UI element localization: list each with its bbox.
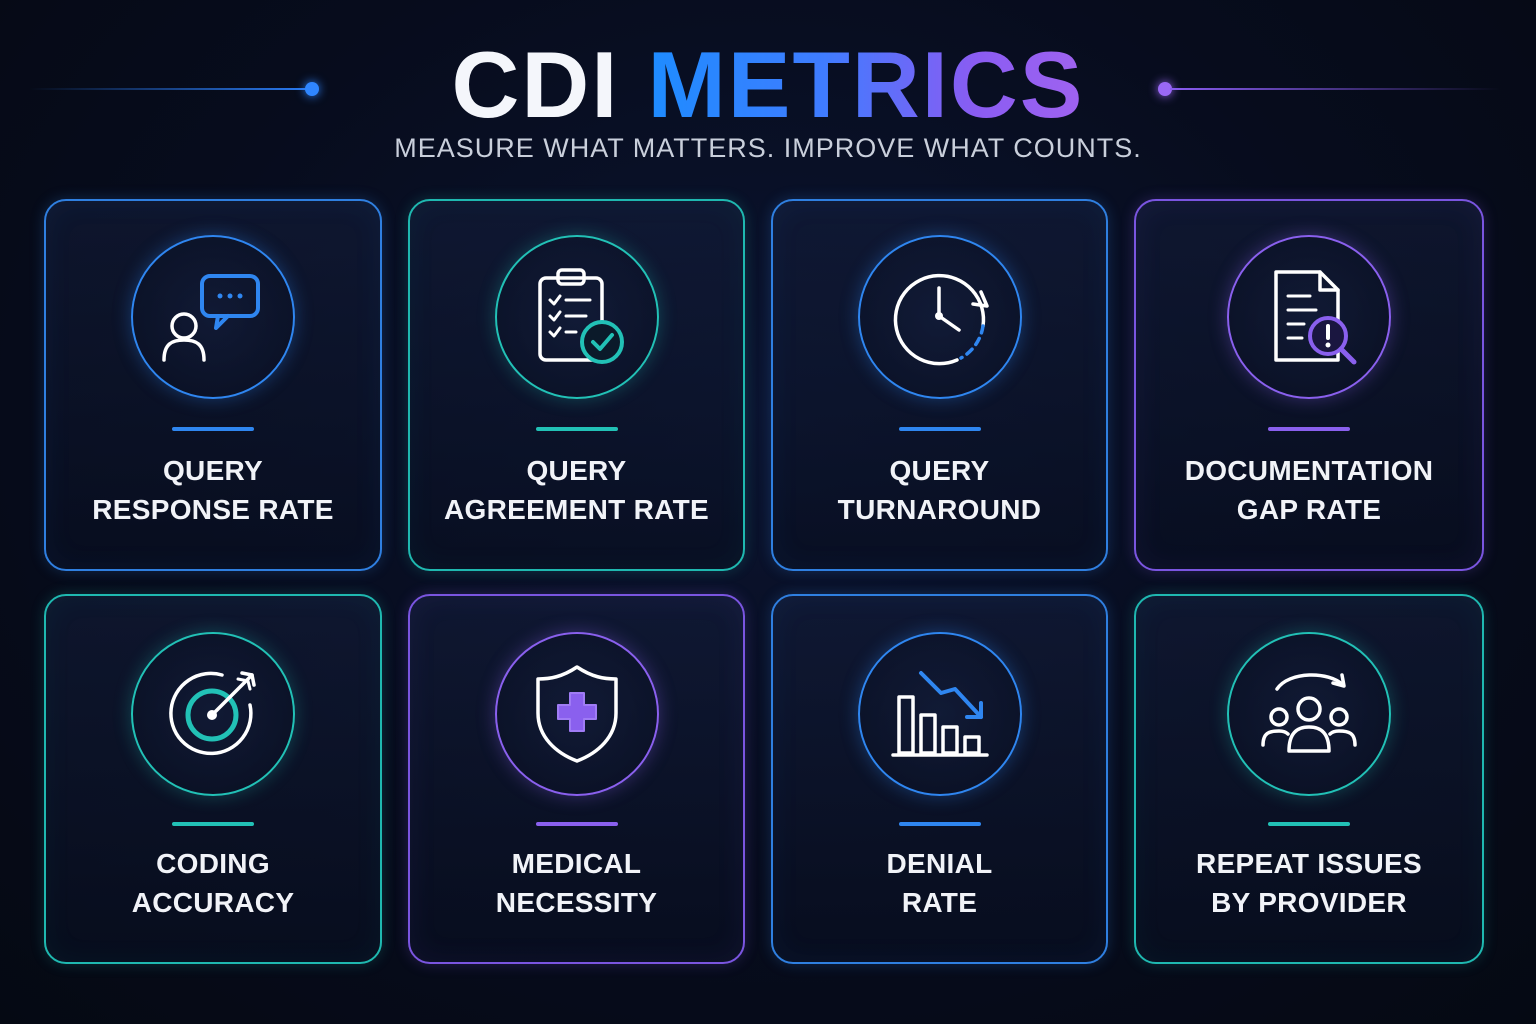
metric-label-line1: CODING (156, 848, 270, 879)
metric-card-query-agreement-rate: QUERY AGREEMENT RATE (408, 199, 745, 571)
icon-circle (494, 632, 659, 796)
metric-label-line2: TURNAROUND (837, 494, 1042, 525)
icon-circle (857, 235, 1022, 399)
target-arrow-icon (169, 671, 256, 756)
metric-label-line2: RESPONSE RATE (92, 494, 334, 525)
accent-bar (898, 822, 981, 826)
title-cdi: CDI (451, 32, 620, 137)
bar-chart-down-icon (890, 671, 989, 757)
metric-label-line1: DOCUMENTATION (1184, 455, 1434, 486)
accent-bar (535, 822, 618, 826)
icon-circle (131, 235, 295, 399)
metric-card-coding-accuracy: CODING ACCURACY (44, 594, 382, 964)
metric-label: CODING ACCURACY (46, 844, 380, 922)
accent-bar (898, 427, 981, 431)
metric-card-documentation-gap-rate: DOCUMENTATION GAP RATE (1134, 199, 1484, 571)
icon-circle (131, 632, 295, 796)
accent-bar (535, 427, 618, 431)
document-search-alert-icon (1274, 270, 1357, 365)
metric-label-line1: QUERY (889, 455, 990, 486)
metric-label: DENIAL RATE (773, 844, 1106, 922)
metric-label: DOCUMENTATION GAP RATE (1136, 451, 1482, 529)
group-repeat-icon (1261, 673, 1357, 753)
clipboard-check-icon (537, 268, 624, 364)
metric-label-line1: QUERY (526, 455, 627, 486)
metric-label-line2: AGREEMENT RATE (443, 494, 710, 525)
icon-circle (1227, 632, 1391, 796)
metric-label-line1: MEDICAL (511, 848, 642, 879)
accent-bar (1268, 822, 1350, 826)
metric-label: QUERY RESPONSE RATE (46, 451, 380, 529)
metric-label: MEDICAL NECESSITY (410, 844, 743, 922)
shield-plus-icon (535, 665, 618, 763)
icon-circle (857, 632, 1022, 796)
metric-card-denial-rate: DENIAL RATE (771, 594, 1108, 964)
page-subtitle: MEASURE WHAT MATTERS. IMPROVE WHAT COUNT… (394, 133, 1142, 163)
accent-bar (172, 427, 254, 431)
metric-label-line2: BY PROVIDER (1211, 887, 1407, 918)
metric-label: REPEAT ISSUES BY PROVIDER (1136, 844, 1482, 922)
accent-bar (1268, 427, 1350, 431)
metric-label-line2: GAP RATE (1236, 494, 1382, 525)
clock-icon (893, 273, 989, 366)
metric-card-repeat-issues-by-provider: REPEAT ISSUES BY PROVIDER (1134, 594, 1484, 964)
metric-card-query-response-rate: QUERY RESPONSE RATE (44, 199, 382, 571)
title-metrics: METRICS (647, 32, 1085, 137)
metric-label-line1: DENIAL (886, 848, 993, 879)
decorative-dot-left (305, 82, 319, 96)
page-title: CDI METRICS (0, 30, 1536, 140)
metric-label-line2: ACCURACY (131, 887, 295, 918)
metric-card-medical-necessity: MEDICAL NECESSITY (408, 594, 745, 964)
metric-label-line2: RATE (901, 887, 978, 918)
header: CDI METRICS MEASURE WHAT MATTERS. IMPROV… (0, 0, 1536, 190)
metric-label-line1: QUERY (162, 455, 264, 486)
chat-person-icon (162, 274, 260, 362)
metric-label: QUERY TURNAROUND (773, 451, 1106, 529)
metric-card-query-turnaround: QUERY TURNAROUND (771, 199, 1108, 571)
accent-bar (172, 822, 254, 826)
icon-circle (494, 235, 659, 399)
metric-label-line2: NECESSITY (495, 887, 658, 918)
decorative-line-left (30, 88, 312, 90)
metric-label: QUERY AGREEMENT RATE (410, 451, 743, 529)
decorative-dot-right (1158, 82, 1172, 96)
decorative-line-right (1170, 88, 1500, 90)
icon-circle (1227, 235, 1391, 399)
metric-label-line1: REPEAT ISSUES (1196, 848, 1422, 879)
